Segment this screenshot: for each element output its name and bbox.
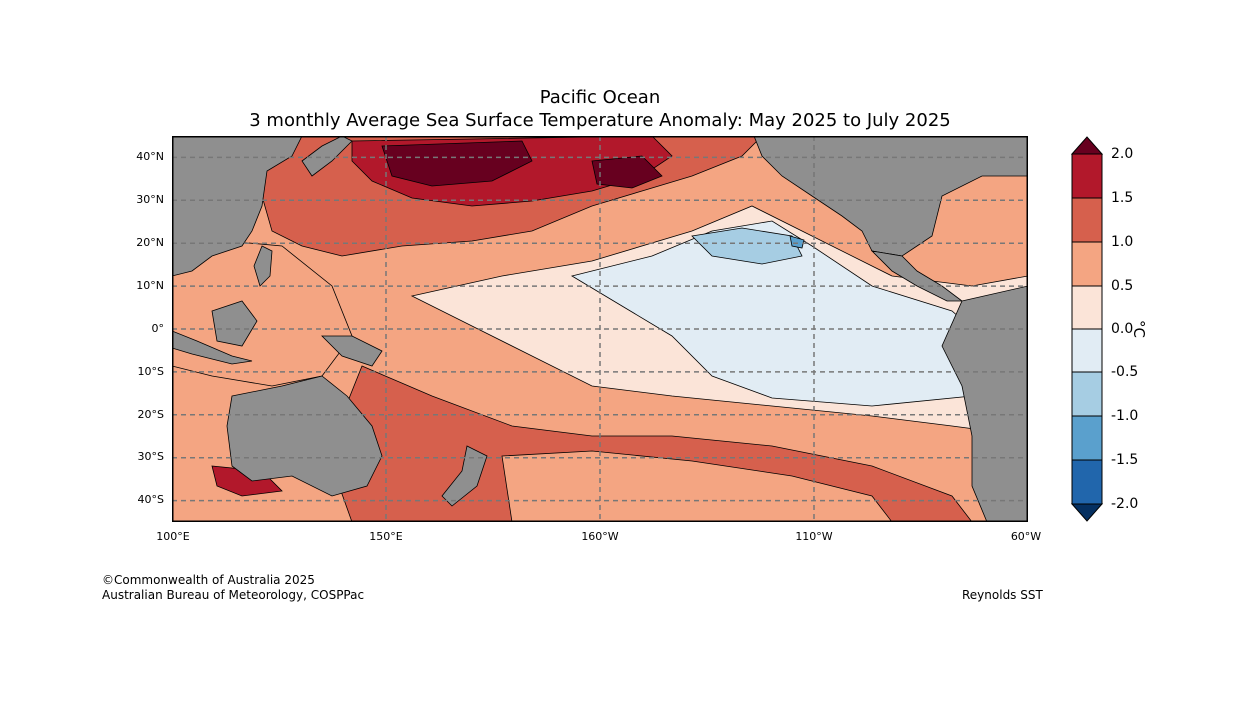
colorbar-extend-low	[1071, 503, 1103, 522]
colorbar-tick-n0-5: -0.5	[1111, 364, 1139, 380]
lat-tick-30s: 30°S	[137, 450, 164, 463]
lat-tick-30n: 30°N	[136, 193, 164, 206]
lat-tick-10n: 10°N	[136, 279, 164, 292]
copyright-text: ©Commonwealth of Australia 2025	[102, 573, 315, 587]
lat-tick-0: 0°	[151, 322, 165, 335]
graticule	[172, 136, 1028, 522]
land-japan	[301, 136, 353, 177]
colorbar-unit-label: °C	[1130, 320, 1148, 338]
colorbar-tick-0-0: 0.0	[1111, 321, 1134, 337]
chart-title: Pacific Ocean 3 monthly Average Sea Surf…	[172, 86, 1028, 132]
land-new-zealand	[441, 445, 488, 507]
colorbar-band-1-0-1-5	[1071, 197, 1103, 243]
lon-tick-160w: 160°W	[581, 530, 619, 543]
land-sumatra-java	[172, 330, 253, 365]
lon-tick-60w: 60°W	[1010, 530, 1042, 543]
colorbar-tick-n1-0: -1.0	[1111, 408, 1139, 424]
colorbar-tick-1-0: 1.0	[1111, 234, 1134, 250]
lat-tick-10s: 10°S	[137, 365, 164, 378]
title-region: Pacific Ocean	[539, 87, 661, 108]
map-frame	[172, 136, 1028, 522]
lat-tick-20n: 20°N	[136, 236, 164, 249]
data-source-text: Reynolds SST	[962, 588, 1043, 602]
map-canvas	[172, 136, 1028, 522]
lon-tick-110w: 110°W	[795, 530, 833, 543]
north-extreme-warm-1	[381, 140, 533, 187]
colorbar-band-n2-0-n1-5	[1071, 459, 1103, 505]
colorbar-band-n1-5-n1-0	[1071, 415, 1103, 461]
land-australia	[226, 375, 383, 497]
colorbar-tick-2-0: 2.0	[1111, 146, 1134, 162]
east-cool-anomaly-3	[789, 235, 805, 249]
east-cool-anomaly-2	[691, 227, 803, 265]
agency-text: Australian Bureau of Meteorology, COSPPa…	[102, 588, 365, 602]
land-borneo	[211, 300, 258, 347]
colorbar-extend-high	[1071, 136, 1103, 155]
lat-tick-40s: 40°S	[137, 493, 164, 506]
land-asia	[172, 136, 303, 277]
colorbar-tick-n1-5: -1.5	[1111, 452, 1139, 468]
colorbar-band-0-5-1-0	[1071, 241, 1103, 287]
south-mid-warm	[501, 450, 893, 522]
colorbar-tick-n2-0: -2.0	[1111, 496, 1139, 512]
colorbar-band-1-5-2-0	[1071, 153, 1103, 199]
lon-tick-100e: 100°E	[156, 530, 190, 543]
colorbar-band-n1-0-n0-5	[1071, 371, 1103, 417]
colorbar-tick-0-5: 0.5	[1111, 278, 1134, 294]
lat-tick-40n: 40°N	[136, 150, 164, 163]
colorbar-band-0-0-0-5	[1071, 285, 1103, 330]
colorbar-tick-1-5: 1.5	[1111, 190, 1134, 206]
colorbar-band-n0-5-0-0	[1071, 328, 1103, 373]
land-new-guinea	[321, 335, 383, 367]
colorbar	[1071, 136, 1103, 522]
land-philippines	[253, 245, 273, 287]
sst-anomaly-map	[172, 136, 1028, 522]
lat-tick-20s: 20°S	[137, 408, 164, 421]
lon-tick-150e: 150°E	[369, 530, 403, 543]
title-description: 3 monthly Average Sea Surface Temperatur…	[249, 110, 951, 131]
land-south-america	[941, 285, 1028, 522]
